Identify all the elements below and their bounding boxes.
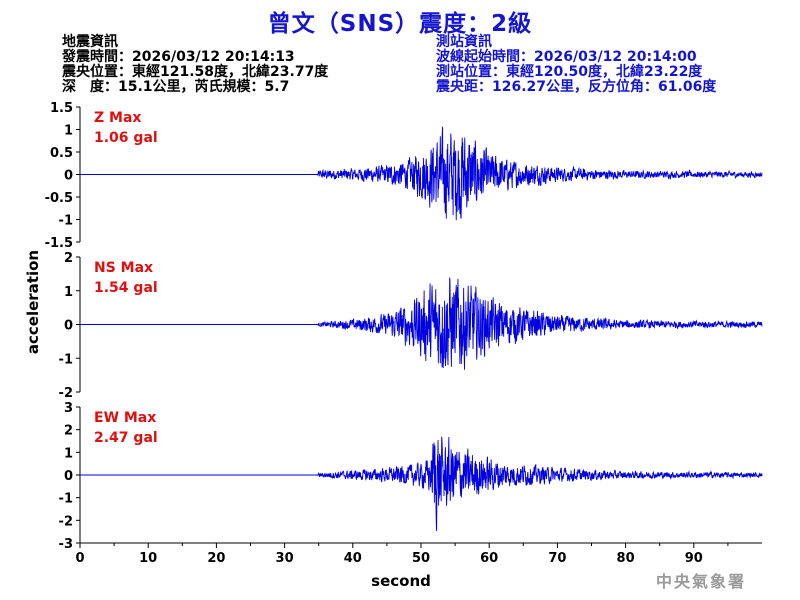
quake-epicenter: 震央位置：東經121.58度，北緯23.77度 xyxy=(62,64,329,80)
panel-label-z-title: Z Max xyxy=(94,110,141,126)
panel-label-z-max: 1.06 gal xyxy=(94,130,158,146)
x-tick-label: 50 xyxy=(412,551,430,566)
station-wave-start: 波線起始時間：2026/03/12 20:14:00 xyxy=(436,49,697,65)
panel-label-ew-title: EW Max xyxy=(94,410,156,426)
y-tick-label: 1 xyxy=(64,285,73,300)
x-tick-label: 30 xyxy=(276,551,294,566)
x-tick-label: 80 xyxy=(617,551,635,566)
y-tick-label: -0.5 xyxy=(45,191,73,206)
station-info-block: 測站資訊 波線起始時間：2026/03/12 20:14:00 測站位置：東經1… xyxy=(436,35,716,95)
waveform-z xyxy=(80,126,763,221)
x-tick-label: 10 xyxy=(139,551,157,566)
y-tick-label: 2 xyxy=(64,424,73,439)
x-axis-title: second xyxy=(371,572,431,590)
y-tick-label: 1 xyxy=(64,124,73,139)
y-tick-label: 0 xyxy=(64,469,73,484)
y-tick-label: -1 xyxy=(59,214,73,229)
chart-title: 曾文（SNS）震度：2級 xyxy=(267,11,533,37)
panel-label-ns-title: NS Max xyxy=(94,260,153,276)
y-tick-label: 1.5 xyxy=(50,101,73,116)
y-tick-label: 2 xyxy=(64,251,73,266)
y-tick-label: 0 xyxy=(64,169,73,184)
panel-label-ns-max: 1.54 gal xyxy=(94,280,158,296)
x-tick-label: 90 xyxy=(685,551,703,566)
waveform-ew xyxy=(80,436,763,532)
station-distance: 震央距：126.27公里，反方位角：61.06度 xyxy=(436,79,717,95)
y-axis-title: acceleration xyxy=(24,250,42,354)
y-tick-label: -3 xyxy=(59,537,73,552)
quake-info-heading: 地震資訊 xyxy=(62,34,118,50)
y-tick-label: 0 xyxy=(64,319,73,334)
panel-label-ew-max: 2.47 gal xyxy=(94,430,158,446)
y-tick-label: -2 xyxy=(59,386,73,401)
x-tick-label: 20 xyxy=(207,551,225,566)
quake-depth-magnitude: 深 度：15.1公里，芮氏規模：5.7 xyxy=(62,79,290,95)
y-tick-label: 3 xyxy=(64,401,73,416)
y-tick-label: -1 xyxy=(59,352,73,367)
y-tick-label: -1.5 xyxy=(45,236,73,251)
station-info-heading: 測站資訊 xyxy=(436,34,492,50)
x-tick-label: 0 xyxy=(75,551,84,566)
y-tick-label: 1 xyxy=(64,446,73,461)
y-tick-label: -1 xyxy=(59,492,73,507)
quake-info-block: 地震資訊 發震時間：2026/03/12 20:14:13 震央位置：東經121… xyxy=(62,35,328,95)
y-tick-label: -2 xyxy=(59,514,73,529)
station-location: 測站位置：東經120.50度，北緯23.22度 xyxy=(436,64,703,80)
waveform-ns xyxy=(80,277,763,370)
x-tick-label: 70 xyxy=(548,551,566,566)
x-tick-label: 60 xyxy=(480,551,498,566)
y-tick-label: 0.5 xyxy=(50,146,73,161)
x-tick-label: 40 xyxy=(344,551,362,566)
agency-watermark: 中央氣象署 xyxy=(655,572,746,591)
quake-origin-time: 發震時間：2026/03/12 20:14:13 xyxy=(62,49,295,65)
